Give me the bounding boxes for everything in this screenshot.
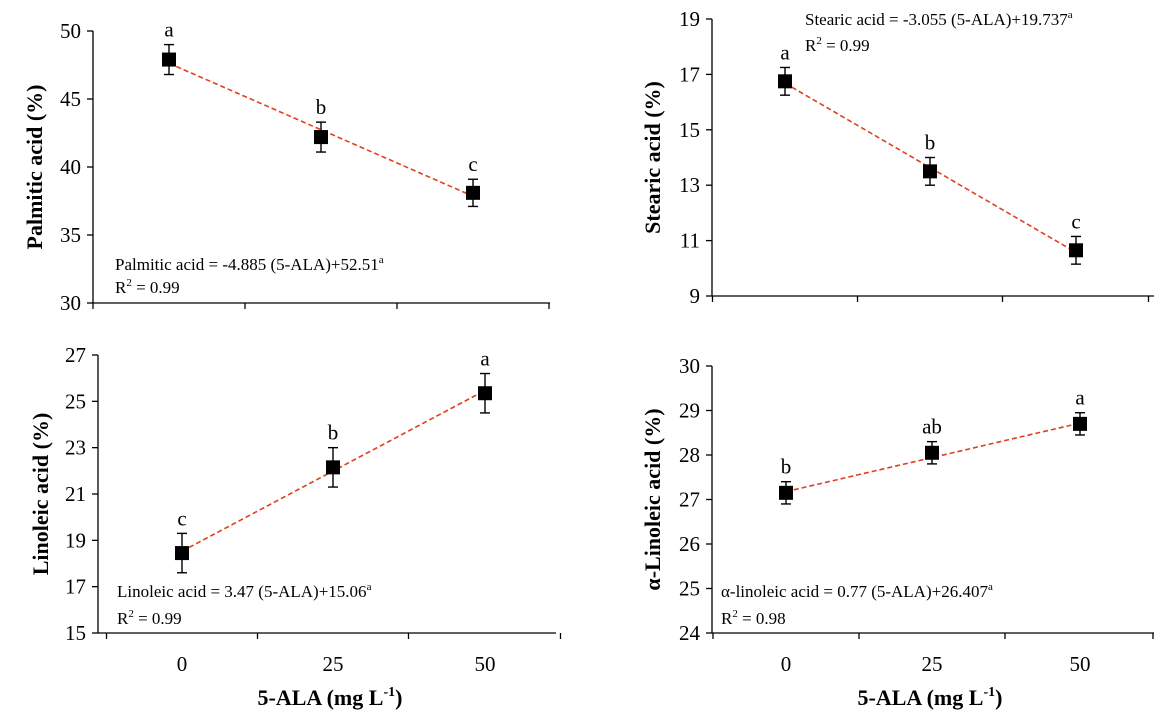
data-point: [326, 460, 340, 475]
chart-panel-0: 30 35 40 45 50 Palmitic acid (%) a b c Palmitic a…: [22, 18, 550, 315]
y-tick-label: 29: [679, 399, 700, 423]
trend-line: [785, 422, 1081, 493]
data-point: [925, 445, 939, 460]
y-tick-label: 27: [65, 343, 86, 367]
y-tick-label: 45: [60, 87, 81, 111]
y-tick-label: 26: [679, 532, 700, 556]
significance-letter: b: [925, 131, 936, 155]
y-tick-label: 17: [65, 575, 86, 599]
y-tick-label: 15: [679, 118, 700, 142]
regression-equation: Palmitic acid = -4.885 (5-ALA)+52.51a: [115, 254, 384, 274]
r-squared-label: R2 = 0.99: [117, 608, 182, 628]
y-tick-label: 25: [679, 577, 700, 601]
trend-line: [168, 62, 474, 197]
regression-equation: Linoleic acid = 3.47 (5-ALA)+15.06a: [117, 581, 372, 601]
data-point: [1069, 243, 1083, 258]
chart-panel-3: 24 25 26 27 28 29 30 0 25 50 α-Linoleic acid (%) 5-…: [640, 354, 1154, 710]
y-axis-label: Linoleic acid (%): [28, 413, 53, 576]
data-point: [779, 485, 793, 500]
y-tick-label: 21: [65, 482, 86, 506]
y-tick-label: 15: [65, 621, 86, 645]
significance-letter: a: [480, 347, 490, 371]
x-tick-label: 50: [1070, 652, 1091, 676]
y-tick-label: 30: [679, 354, 700, 378]
x-axis-label: 5-ALA (mg L-1): [858, 685, 1003, 710]
y-tick-label: 13: [679, 173, 700, 197]
y-tick-label: 40: [60, 155, 81, 179]
significance-letter: b: [781, 455, 792, 479]
y-tick-label: 35: [60, 223, 81, 247]
r-squared-label: R2 = 0.99: [115, 277, 180, 297]
significance-letter: c: [468, 152, 477, 176]
y-tick-label: 9: [690, 284, 701, 308]
y-axis-label: α-Linoleic acid (%): [640, 408, 665, 590]
data-point: [478, 386, 492, 401]
x-tick-label: 0: [177, 652, 188, 676]
data-point: [175, 546, 189, 561]
y-tick-label: 50: [60, 19, 81, 43]
significance-letter: b: [328, 421, 339, 445]
y-tick-label: 30: [60, 291, 81, 315]
r-squared-label: R2 = 0.98: [721, 608, 786, 628]
regression-equation: Stearic acid = -3.055 (5-ALA)+19.737a: [805, 9, 1073, 29]
y-axis-label: Stearic acid (%): [640, 81, 665, 234]
y-tick-label: 19: [679, 7, 700, 31]
data-point: [923, 164, 937, 179]
chart-panel-2: 15 17 19 21 23 25 27 0 25 50 Linoleic acid (%) 5-AL…: [28, 343, 562, 710]
data-point: [1073, 416, 1087, 431]
y-tick-label: 11: [680, 229, 700, 253]
significance-letter: b: [316, 95, 327, 119]
r-squared-label: R2 = 0.99: [805, 35, 870, 55]
significance-letter: a: [1075, 386, 1085, 410]
y-tick-label: 27: [679, 488, 700, 512]
y-tick-label: 25: [65, 389, 86, 413]
data-point: [466, 185, 480, 200]
y-axis-label: Palmitic acid (%): [22, 85, 47, 250]
regression-equation: α-linoleic acid = 0.77 (5-ALA)+26.407a: [721, 581, 993, 601]
significance-letter: a: [164, 18, 174, 42]
x-tick-label: 0: [781, 652, 792, 676]
y-tick-label: 24: [679, 621, 701, 645]
data-point: [162, 52, 176, 67]
y-tick-label: 19: [65, 528, 86, 552]
x-tick-label: 50: [475, 652, 496, 676]
significance-letter: c: [1071, 209, 1080, 233]
data-point: [314, 130, 328, 145]
y-tick-label: 17: [679, 62, 700, 86]
y-tick-label: 28: [679, 443, 700, 467]
x-tick-label: 25: [922, 652, 943, 676]
significance-letter: ab: [922, 415, 942, 439]
significance-letter: c: [177, 506, 186, 530]
data-point: [778, 74, 792, 89]
x-tick-label: 25: [323, 652, 344, 676]
significance-letter: a: [780, 40, 790, 64]
y-tick-label: 23: [65, 436, 86, 460]
chart-panel-1: 9 11 13 15 17 19 Stearic acid (%) a b c Stearic ac…: [640, 7, 1154, 308]
x-axis-label: 5-ALA (mg L-1): [258, 685, 403, 710]
